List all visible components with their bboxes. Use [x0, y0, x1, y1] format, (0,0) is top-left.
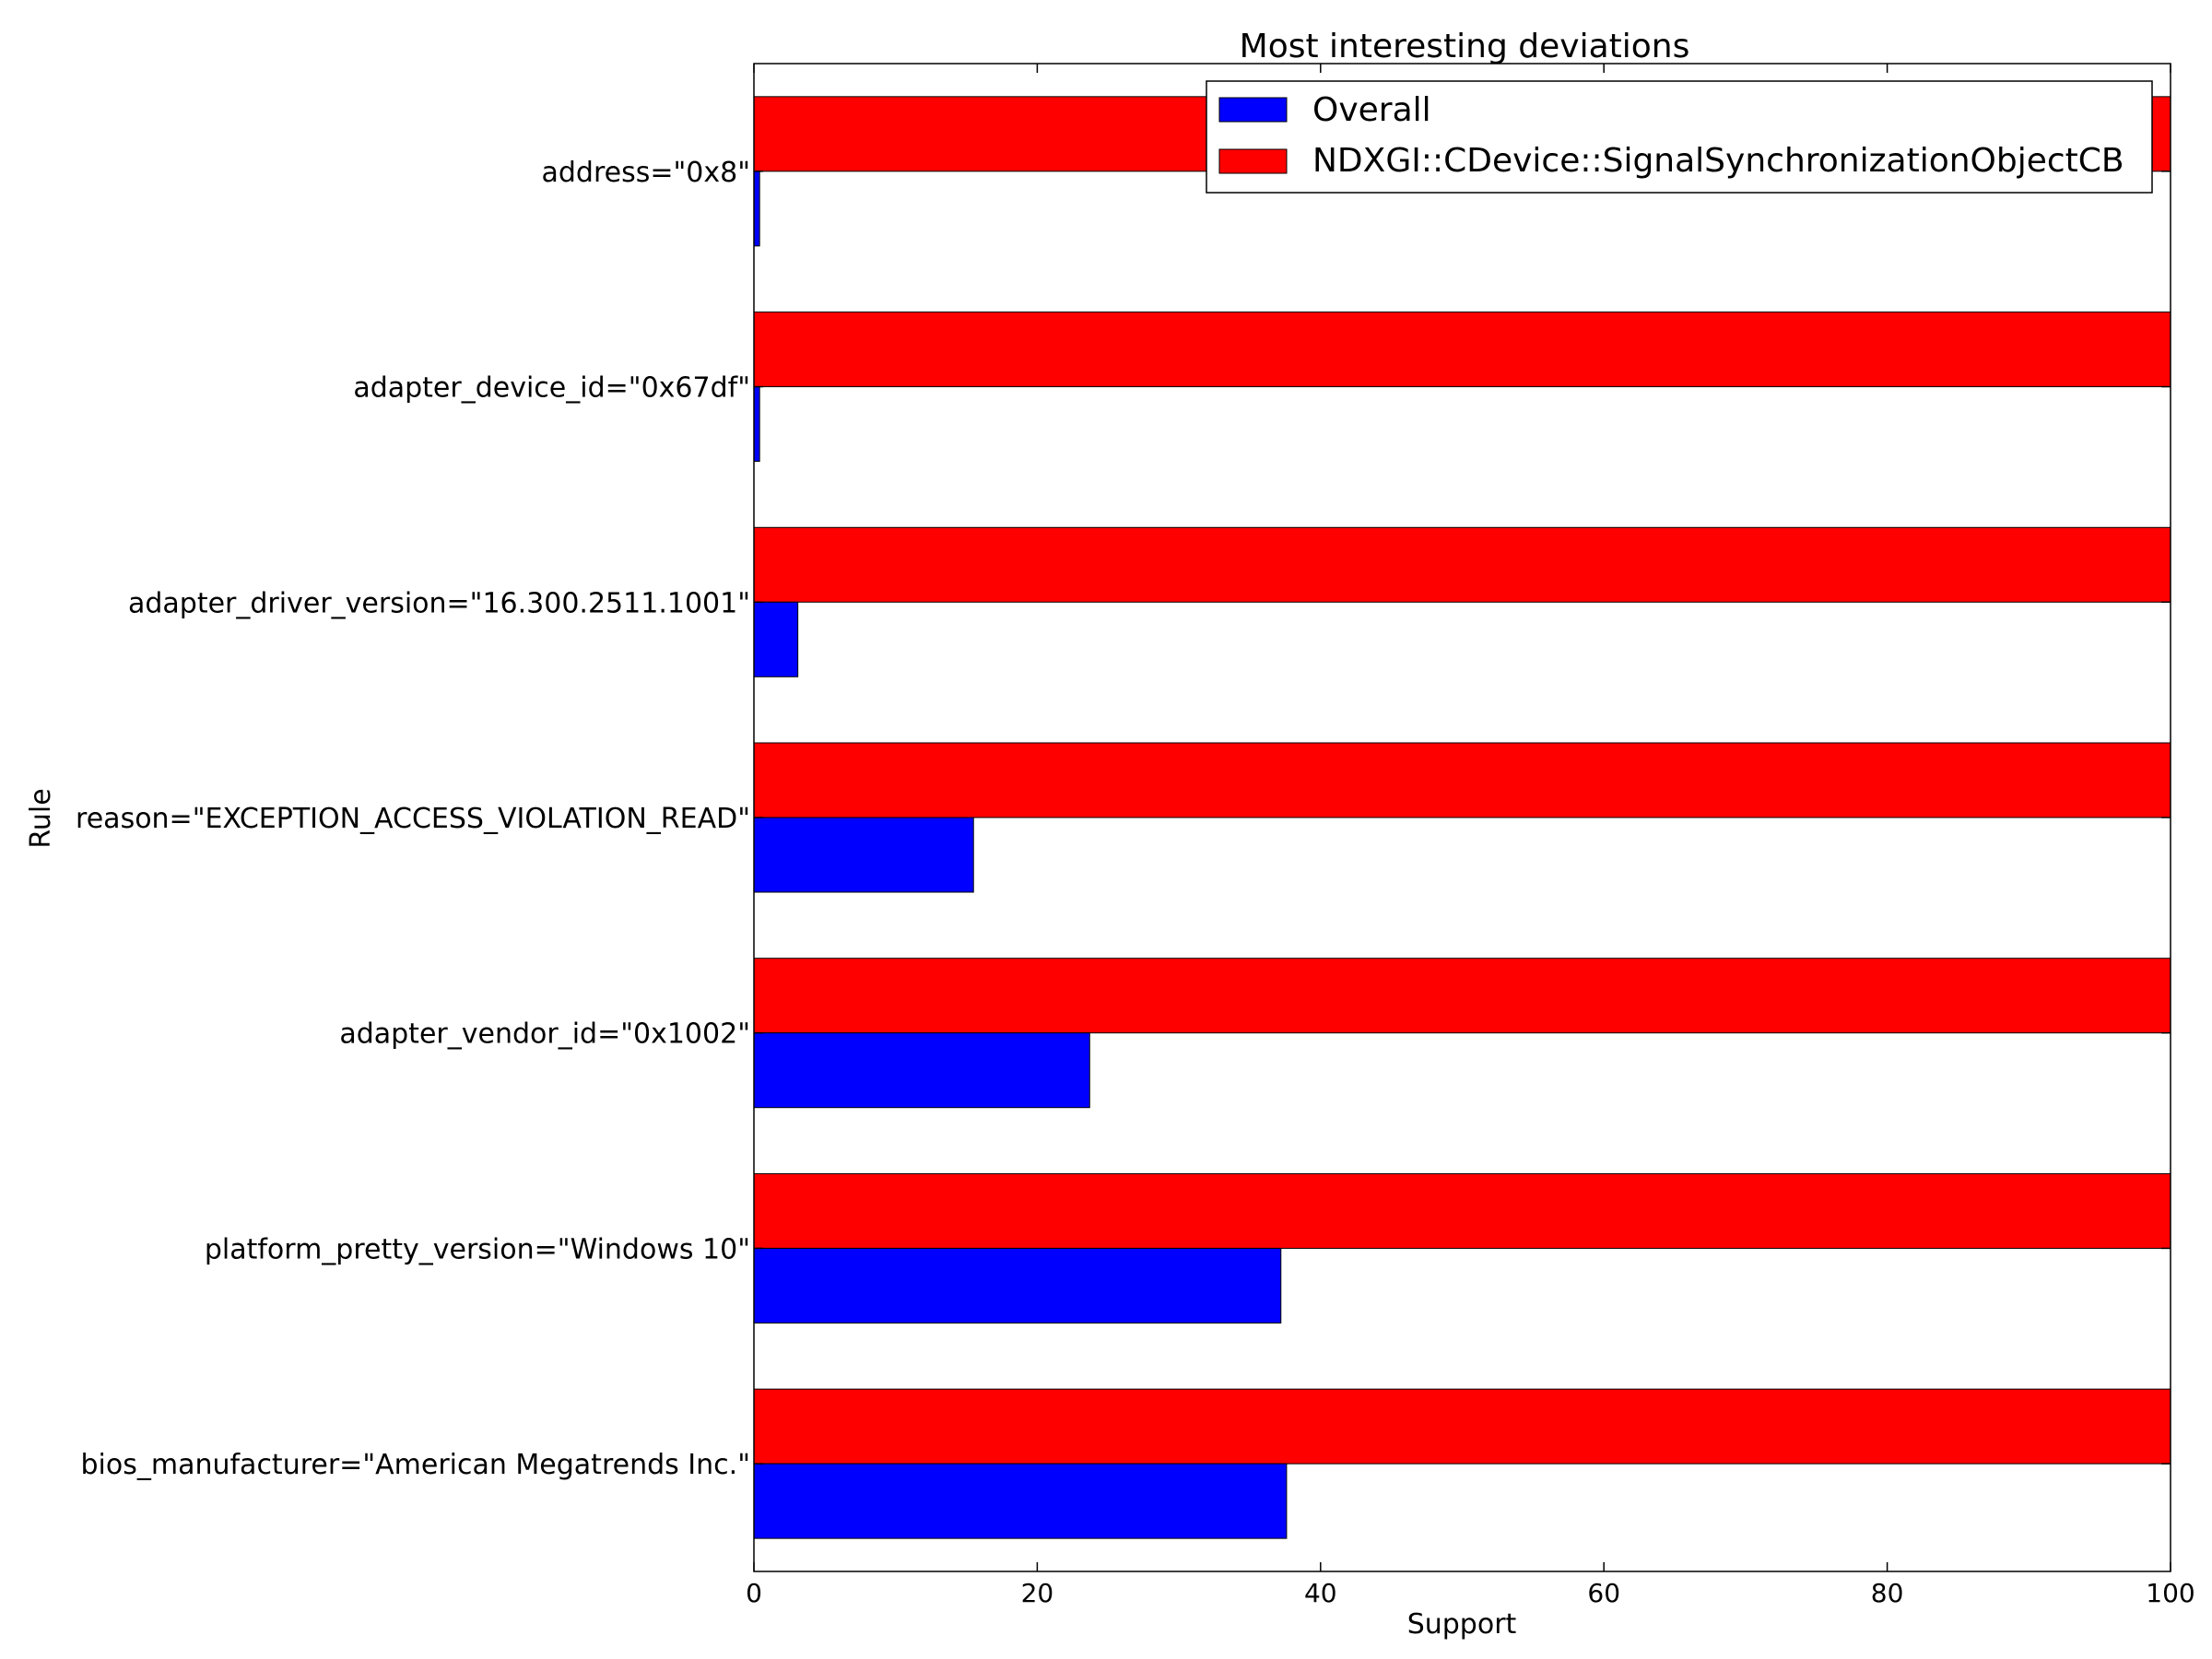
y-tick-label: platform_pretty_version="Windows 10"	[205, 1233, 750, 1265]
legend-label-signal-sync: NDXGI::CDevice::SignalSynchronizationObj…	[1312, 142, 2124, 180]
bar-overall	[753, 817, 974, 893]
x-tick-label: 100	[2146, 1578, 2194, 1608]
legend-swatch-signal-sync	[1218, 148, 1288, 174]
bar-overall	[753, 1463, 1288, 1539]
bar-signal-sync	[753, 526, 2171, 603]
y-tick-label: adapter_driver_version="16.300.2511.1001…	[128, 587, 750, 619]
legend: Overall NDXGI::CDevice::SignalSynchroniz…	[1206, 80, 2153, 194]
y-tick-label: adapter_vendor_id="0x1002"	[339, 1018, 750, 1051]
y-axis: address="0x8" adapter_device_id="0x67df"a…	[76, 157, 2171, 1481]
y-tick-label: adapter_device_id="0x67df"	[353, 372, 750, 405]
bar-overall	[753, 386, 760, 463]
x-tick-label: 40	[1304, 1578, 1337, 1608]
x-tick-label: 0	[746, 1578, 762, 1608]
x-tick-label: 20	[1021, 1578, 1054, 1608]
x-axis: 0 20 40 60 80 100	[746, 64, 2195, 1608]
bar-signal-sync	[753, 742, 2171, 818]
y-tick-label: address="0x8"	[541, 157, 750, 189]
bar-signal-sync	[753, 1172, 2171, 1249]
legend-box	[1206, 80, 2153, 194]
x-axis-label: Support	[1407, 1608, 1517, 1641]
x-tick-label: 60	[1587, 1578, 1620, 1608]
legend-label-overall: Overall	[1312, 91, 1431, 129]
y-tick-label: reason="EXCEPTION_ACCESS_VIOLATION_READ"	[76, 803, 750, 835]
y-tick-label: bios_manufacturer="American Megatrends I…	[81, 1449, 751, 1481]
x-tick-label: 80	[1871, 1578, 1904, 1608]
y-axis-label: Rule	[25, 788, 57, 848]
bar-overall	[753, 171, 760, 247]
bar-signal-sync	[753, 1388, 2171, 1465]
bar-overall	[753, 1032, 1090, 1109]
plot-area	[753, 96, 2171, 1539]
legend-swatch-overall	[1218, 97, 1288, 123]
chart-title: Most interesting deviations	[1240, 28, 1690, 65]
bar-overall	[753, 601, 799, 677]
bar-signal-sync	[753, 312, 2171, 388]
bar-overall	[753, 1247, 1282, 1324]
bar-signal-sync	[753, 958, 2171, 1034]
